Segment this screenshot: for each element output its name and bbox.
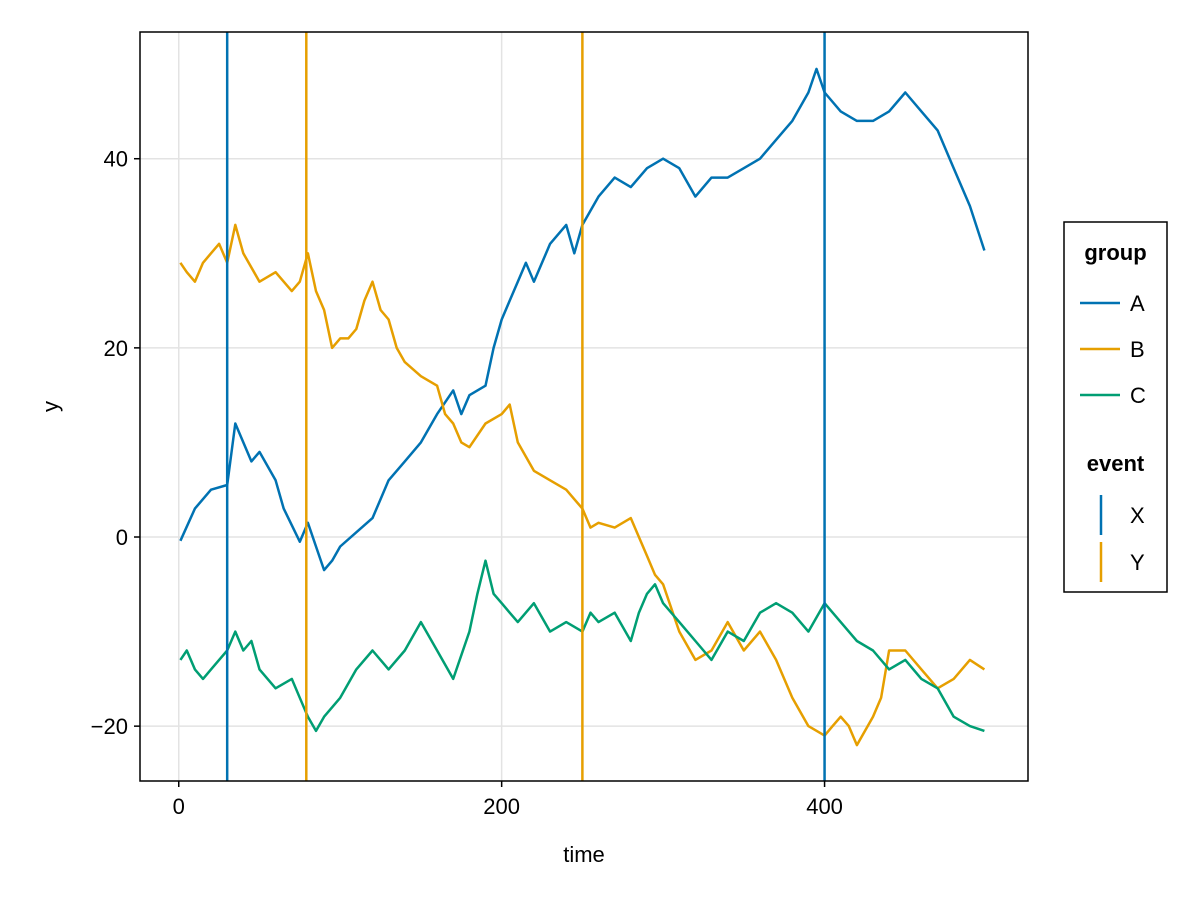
y-axis-label: y [38,401,63,412]
series-line-C [179,559,985,733]
ticks: 0 200 400 −20 0 20 40 [91,147,843,819]
legend-label-A: A [1130,291,1145,316]
events-layer [225,32,826,781]
grid [140,32,1028,781]
series-line-B [179,223,986,747]
plot-frame [139,31,1029,782]
y-tick-label: 40 [104,147,128,172]
y-tick-label: 0 [116,525,128,550]
x-axis-label: time [563,842,605,867]
x-tick-label: 0 [173,794,185,819]
legend-event-entries: XY [1099,495,1145,582]
legend-event-title: event [1087,451,1145,476]
y-tick-label: −20 [91,714,128,739]
legend-box [1063,221,1168,593]
y-tick-label: 20 [104,336,128,361]
series-layer [179,67,986,747]
x-tick-label: 400 [806,794,843,819]
legend: group ABC event XY [1063,221,1168,593]
series-line-A [179,67,986,572]
legend-group-title: group [1084,240,1146,265]
legend-label-Y: Y [1130,550,1145,575]
legend-group-entries: ABC [1080,291,1146,408]
legend-label-X: X [1130,503,1145,528]
legend-label-B: B [1130,337,1145,362]
x-tick-label: 200 [483,794,520,819]
legend-label-C: C [1130,383,1146,408]
